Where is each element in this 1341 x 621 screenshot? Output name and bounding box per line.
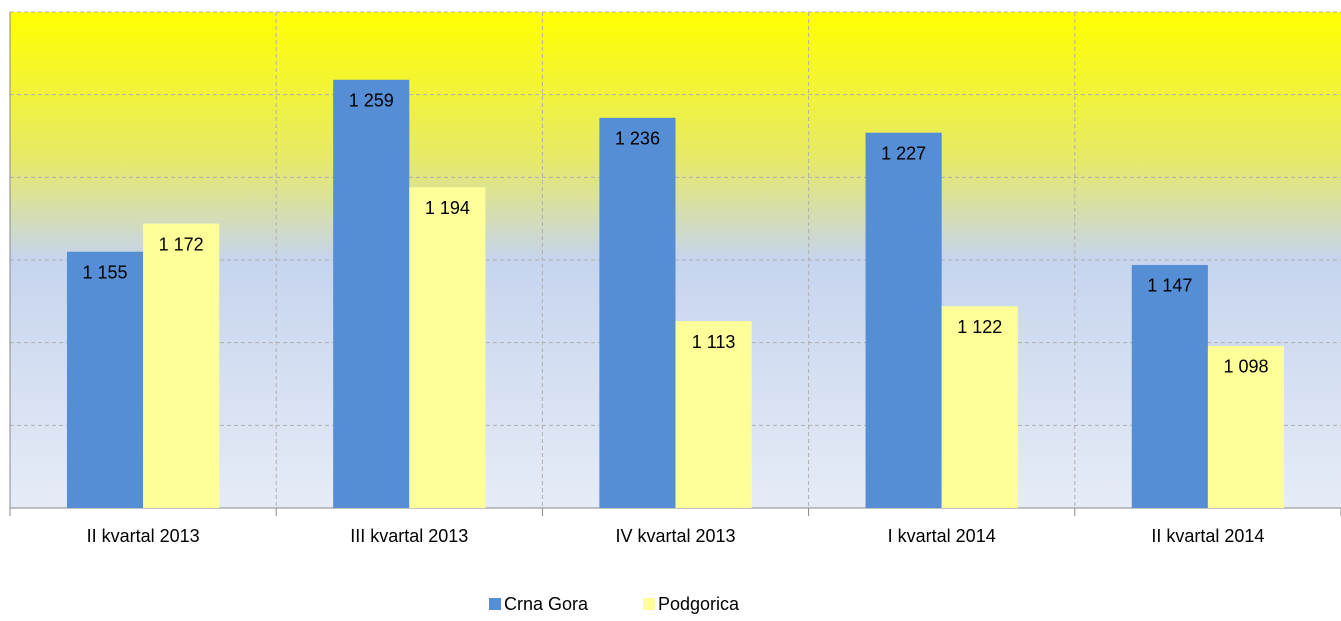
bar — [599, 117, 676, 509]
bar — [409, 187, 486, 508]
data-label: 1 122 — [957, 317, 1002, 337]
data-label: 1 098 — [1223, 357, 1268, 377]
bar — [675, 321, 752, 508]
data-label: 1 194 — [425, 198, 470, 218]
legend-label: Crna Gora — [504, 594, 589, 614]
bar — [333, 79, 410, 508]
bar — [1131, 264, 1208, 508]
legend-swatch — [643, 598, 655, 610]
data-label: 1 227 — [881, 143, 926, 163]
x-tick-label: IV kvartal 2013 — [615, 526, 735, 546]
legend-swatch — [489, 598, 501, 610]
data-label: 1 172 — [159, 234, 204, 254]
x-tick-label: III kvartal 2013 — [350, 526, 468, 546]
bar — [66, 251, 144, 508]
data-label: 1 259 — [349, 91, 394, 111]
data-label: 1 147 — [1147, 276, 1192, 296]
bar — [1207, 345, 1285, 508]
x-tick-label: I kvartal 2014 — [888, 526, 996, 546]
bar — [941, 306, 1018, 508]
bar — [865, 132, 942, 508]
x-tick-label: II kvartal 2013 — [87, 526, 200, 546]
data-label: 1 236 — [615, 129, 660, 149]
legend-label: Podgorica — [658, 594, 740, 614]
data-label: 1 113 — [692, 332, 736, 352]
bar — [143, 223, 220, 509]
data-label: 1 155 — [83, 262, 128, 282]
x-tick-label: II kvartal 2014 — [1151, 526, 1264, 546]
